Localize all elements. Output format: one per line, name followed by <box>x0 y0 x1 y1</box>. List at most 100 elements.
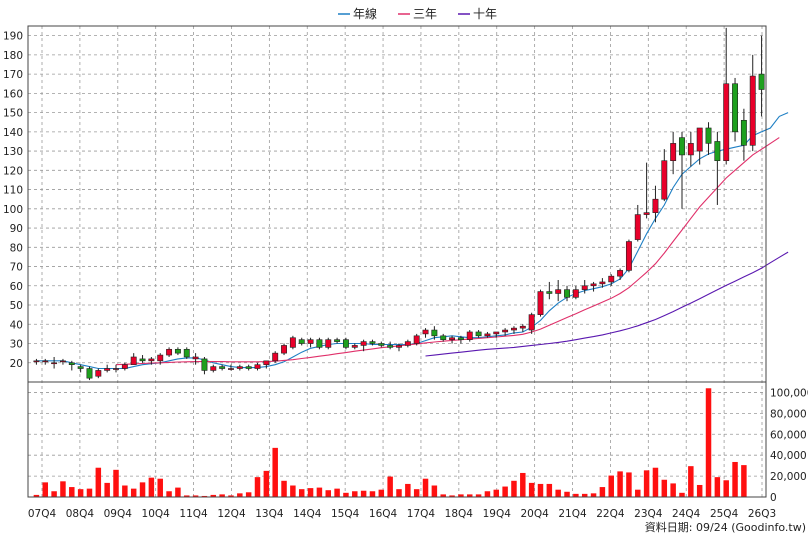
volume-bar <box>564 491 570 497</box>
candle-body <box>148 358 155 362</box>
x-tick-label: 19Q4 <box>483 508 512 520</box>
candle-body <box>511 327 517 331</box>
candle-body <box>404 341 411 346</box>
volume-bar <box>458 494 464 497</box>
candle-body <box>687 143 694 156</box>
volume-bar <box>166 491 172 497</box>
candle-body <box>661 160 668 200</box>
price-tick-label: 60 <box>10 281 23 293</box>
volume-bar <box>652 467 659 497</box>
candle-body <box>77 366 84 369</box>
volume-bar <box>431 485 438 497</box>
volume-bar <box>679 492 685 497</box>
candle-body <box>413 335 420 344</box>
volume-bar <box>422 478 429 497</box>
x-tick-label: 12Q4 <box>217 508 246 520</box>
candle-body <box>457 337 464 340</box>
candle-body <box>360 341 367 346</box>
volume-bar <box>413 489 420 497</box>
volume-bar <box>130 488 137 497</box>
candle-body <box>758 73 765 90</box>
volume-bar <box>113 469 119 497</box>
candle-body <box>714 141 721 162</box>
volume-bar <box>254 477 261 497</box>
candle-body <box>696 127 703 152</box>
x-tick-label: 20Q4 <box>520 508 549 520</box>
volume-bar <box>316 487 323 497</box>
ma-line-十年 <box>425 251 789 357</box>
volume-bar <box>175 487 181 497</box>
candle-body <box>121 364 128 369</box>
volume-bar <box>378 489 385 497</box>
volume-bar <box>493 489 500 497</box>
candle-body <box>236 366 243 369</box>
candle-body <box>599 281 606 285</box>
volume-bar <box>635 489 641 497</box>
volume-bar <box>69 487 75 497</box>
volume-bar <box>573 493 579 497</box>
candle-body <box>104 368 111 371</box>
volume-bar <box>714 477 721 497</box>
price-tick-label: 130 <box>3 146 23 158</box>
candle-body <box>334 339 341 342</box>
candle-body <box>201 358 208 371</box>
volume-bar <box>86 488 93 497</box>
candle-body <box>378 343 385 346</box>
price-tick-label: 190 <box>3 31 23 43</box>
candle-body <box>307 339 314 344</box>
price-tick-label: 110 <box>3 185 23 197</box>
volume-bar <box>696 484 703 497</box>
candle-body <box>617 270 624 277</box>
volume-bar <box>661 479 668 497</box>
x-tick-label: 25Q4 <box>710 508 739 520</box>
volume-bar <box>467 494 473 497</box>
volume-bar <box>360 490 367 497</box>
candlesticks <box>33 27 765 381</box>
candle-body <box>183 348 190 358</box>
candle-body <box>281 345 287 354</box>
candle-body <box>519 325 526 329</box>
volume-bar <box>528 482 535 497</box>
volume-bar <box>369 491 376 497</box>
volume-bars <box>33 388 747 497</box>
candle-body <box>113 368 119 370</box>
x-tick-label: 15Q4 <box>331 508 360 520</box>
candle-body <box>679 137 685 156</box>
volume-bar <box>590 493 597 497</box>
volume-bar <box>520 472 526 497</box>
candle-body <box>564 289 570 298</box>
volume-bar <box>643 470 650 497</box>
volume-bar <box>723 480 729 497</box>
volume-bar <box>157 478 163 497</box>
volume-bar <box>537 483 544 497</box>
moving-average-lines <box>36 112 789 370</box>
candle-body <box>440 335 447 340</box>
candle-body <box>139 358 146 362</box>
volume-tick-label: 20,000 <box>770 471 807 483</box>
volume-bar <box>148 477 155 497</box>
volume-bar <box>343 492 349 497</box>
price-tick-label: 100 <box>3 204 23 216</box>
volume-bar <box>122 485 128 497</box>
candle-body <box>51 362 58 365</box>
volume-bar <box>502 486 508 497</box>
legend: 年線 三年 十年 <box>338 6 497 21</box>
candle-body <box>174 348 181 354</box>
price-tick-label: 170 <box>3 69 23 81</box>
volume-bar <box>290 485 296 497</box>
candle-body <box>396 345 402 348</box>
candle-body <box>555 289 562 294</box>
candle-body <box>95 370 102 377</box>
volume-tick-label: 40,000 <box>770 450 807 462</box>
candle-body <box>42 360 49 363</box>
volume-bar <box>272 447 278 497</box>
volume-bar <box>475 494 482 497</box>
price-tick-label: 20 <box>10 358 23 370</box>
price-tick-label: 150 <box>3 108 23 120</box>
volume-bar <box>352 491 358 497</box>
volume-bar <box>617 471 623 497</box>
price-tick-label: 180 <box>3 50 23 62</box>
x-tick-label: 13Q4 <box>255 508 284 520</box>
x-tick-label: 08Q4 <box>66 508 95 520</box>
